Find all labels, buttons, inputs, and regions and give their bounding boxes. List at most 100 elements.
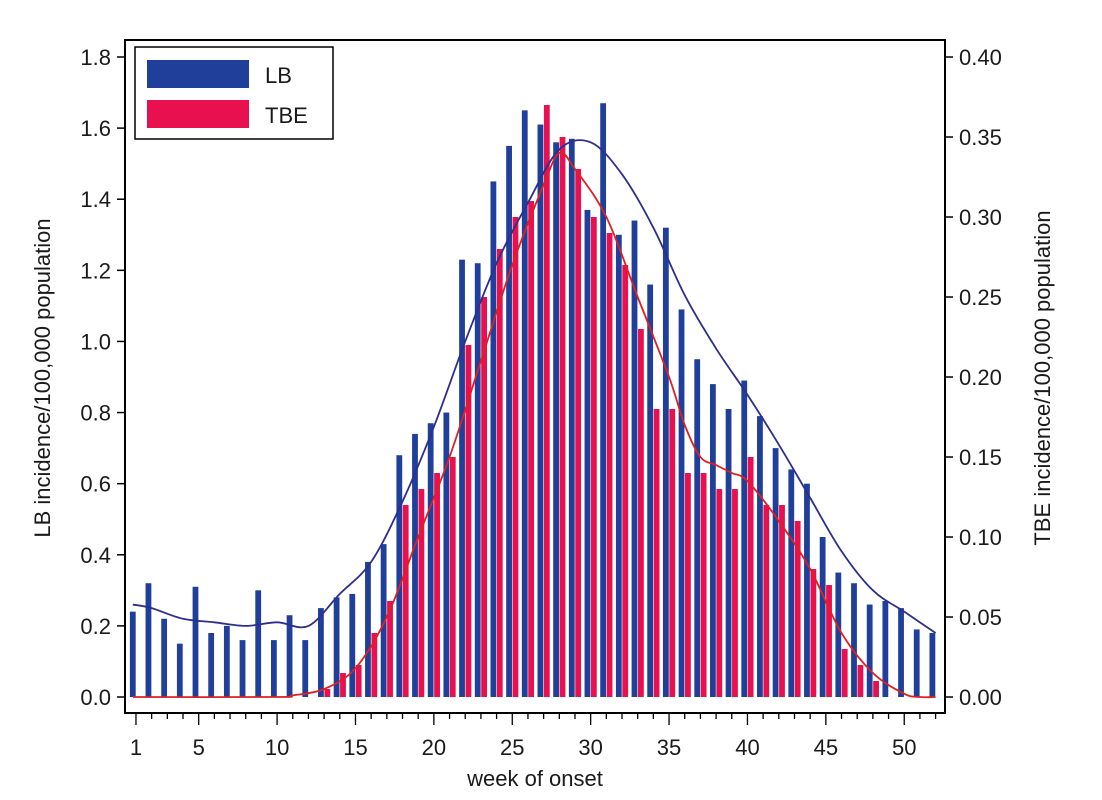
tbe-bar-week-18: [402, 505, 409, 697]
x-tick-label: 5: [193, 735, 205, 760]
y-left-tick-label: 0.8: [80, 401, 111, 426]
lb-bar-week-24: [490, 181, 497, 697]
lb-bar-week-30: [584, 209, 591, 697]
legend: LB TBE: [134, 46, 334, 140]
y-left-tick-label: 0.4: [80, 543, 111, 568]
lb-bar-week-19: [412, 433, 418, 697]
tbe-bar-week-24: [496, 249, 503, 697]
y-right-tick-label: 0.35: [959, 125, 1002, 150]
x-tick-label: 40: [735, 735, 759, 760]
right-axis: 0.00 0.05 0.10 0.15 0.20 0.25 0.30 0.35 0.40: [945, 45, 1002, 710]
y-axis-left-title: LB incidence/100,000 population: [30, 218, 55, 537]
y-right-tick-label: 0.20: [959, 365, 1002, 390]
tbe-bar-week-47: [857, 665, 864, 697]
lb-bar-week-2: [145, 583, 152, 697]
lb-bar-week-11: [286, 615, 293, 697]
lb-bar-week-8: [239, 640, 246, 697]
y-right-tick-label: 0.30: [959, 205, 1002, 230]
tbe-bar-week-30: [590, 217, 597, 697]
tbe-bar-week-28: [559, 137, 566, 697]
legend-swatch-lb: [147, 60, 249, 88]
lb-bar-week-3: [161, 618, 168, 697]
lb-bar-week-18: [396, 455, 403, 697]
lb-bar-week-6: [208, 633, 215, 697]
y-left-tick-label: 1.2: [80, 258, 111, 283]
tbe-bar-week-20: [434, 473, 440, 697]
tbe-bar-week-45: [826, 585, 832, 697]
lb-bar-week-40: [741, 380, 748, 697]
lb-bar-week-41: [757, 416, 763, 697]
lb-bar-week-7: [223, 625, 230, 697]
lb-bar-week-21: [443, 412, 450, 697]
tbe-bar-week-17: [387, 601, 393, 697]
tbe-bar-week-15: [355, 665, 362, 697]
tbe-bar-week-22: [465, 345, 472, 697]
x-axis-title: week of onset: [466, 766, 603, 791]
tbe-bar-week-40: [747, 457, 754, 697]
tbe-bar-week-48: [873, 681, 879, 697]
lb-bar-week-15: [349, 593, 356, 697]
lb-bar-week-5: [192, 586, 199, 697]
x-tick-label: 1: [130, 735, 142, 760]
lb-bar-week-35: [662, 227, 669, 698]
lb-bar-week-1: [129, 611, 136, 697]
lb-bar-week-45: [819, 537, 826, 697]
lb-bar-week-39: [725, 409, 732, 697]
y-right-tick-label: 0.10: [959, 525, 1002, 550]
y-axis-right-title: TBE incidence/100,000 population: [1030, 210, 1055, 545]
tbe-bar-week-13: [324, 689, 331, 697]
bottom-axis: 1 5 10 15 20 25 30 35 40 45 50: [130, 713, 937, 760]
lb-bar-week-43: [788, 469, 795, 697]
x-tick-label: 50: [892, 735, 916, 760]
x-tick-label: 25: [500, 735, 524, 760]
x-tick-label: 15: [343, 735, 367, 760]
y-right-tick-label: 0.15: [959, 445, 1002, 470]
tbe-bar-week-31: [606, 233, 613, 697]
lb-bar-week-13: [318, 608, 324, 697]
lb-bar-week-44: [804, 483, 810, 697]
y-left-tick-label: 0.6: [80, 472, 111, 497]
tbe-bar-week-26: [528, 201, 535, 697]
lb-bar-week-26: [521, 110, 528, 697]
tbe-bar-week-43: [794, 521, 801, 697]
y-right-tick-label: 0.40: [959, 45, 1002, 70]
lb-bar-week-31: [600, 103, 607, 698]
tbe-bar-week-19: [418, 489, 425, 697]
x-tick-label: 20: [422, 735, 446, 760]
tbe-bar-week-21: [449, 457, 456, 697]
lb-bar-week-49: [882, 601, 889, 697]
lb-bar-week-38: [709, 384, 716, 697]
y-right-tick-label: 0.00: [959, 685, 1002, 710]
lb-bar-week-46: [835, 572, 842, 697]
lb-smooth-line: [132, 139, 937, 634]
lb-bar-week-33: [631, 220, 638, 697]
y-left-tick-label: 1.4: [80, 187, 111, 212]
lb-bar-week-22: [459, 259, 465, 697]
lb-bar-week-37: [694, 359, 701, 697]
lb-bar-week-48: [866, 604, 873, 697]
tbe-bar-week-14: [340, 673, 346, 697]
legend-label-tbe: TBE: [265, 103, 308, 128]
y-left-tick-label: 0.0: [80, 685, 111, 710]
y-right-tick-label: 0.05: [959, 605, 1002, 630]
lb-bar-week-23: [474, 263, 481, 697]
lb-bar-week-47: [851, 583, 857, 697]
x-tick-label: 35: [657, 735, 681, 760]
lb-bar-week-34: [647, 284, 654, 697]
tbe-bar-week-34: [653, 409, 660, 697]
y-right-tick-label: 0.25: [959, 285, 1002, 310]
lb-bar-week-14: [333, 597, 340, 697]
tbe-smooth-line: [132, 151, 936, 699]
tbe-bar-week-46: [841, 649, 848, 697]
lb-bar-week-9: [255, 590, 262, 697]
lb-bar-week-32: [615, 234, 622, 697]
tbe-bars: [324, 105, 879, 697]
lb-bar-week-17: [380, 544, 387, 697]
lb-bar-week-20: [427, 423, 434, 697]
lb-bar-week-42: [772, 448, 779, 697]
legend-label-lb: LB: [265, 63, 292, 88]
lb-bars: [129, 103, 936, 698]
tbe-bar-week-23: [481, 297, 488, 697]
tbe-bar-week-16: [371, 633, 378, 697]
tbe-bar-week-37: [700, 473, 707, 697]
